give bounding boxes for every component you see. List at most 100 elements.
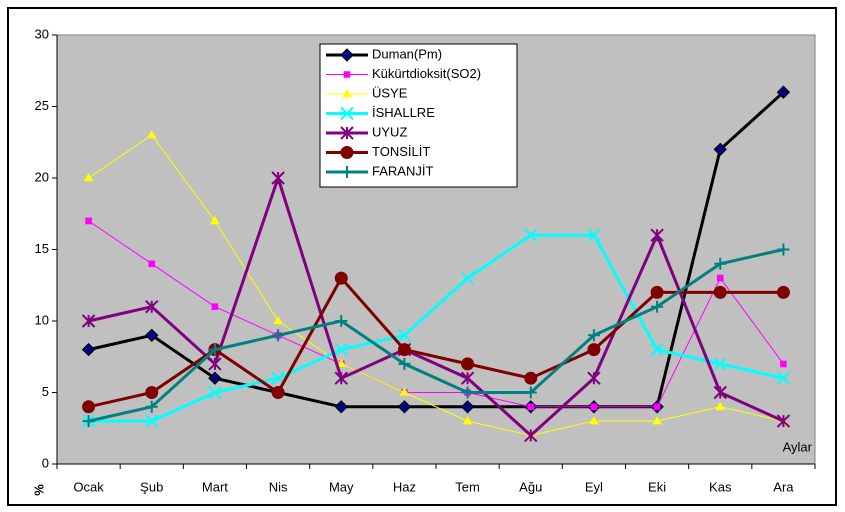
- series-line: [88, 248, 784, 423]
- marker: [208, 371, 222, 385]
- marker: [652, 416, 662, 425]
- x-tick-label: Nis: [269, 479, 288, 494]
- marker: [587, 329, 600, 342]
- marker: [335, 315, 348, 327]
- marker: [650, 342, 664, 357]
- x-tick-label: Tem: [455, 479, 480, 494]
- marker: [145, 400, 158, 413]
- marker: [334, 342, 348, 357]
- legend: Duman(Pm) Kükürtdioksit(SO2) ÜSYE İSHALLRE U…: [319, 43, 518, 188]
- marker: [587, 228, 601, 242]
- x-tick-label: Kas: [709, 479, 732, 494]
- y-axis-label: %: [31, 484, 46, 496]
- marker: [146, 130, 157, 139]
- marker: [713, 142, 727, 157]
- marker: [527, 403, 535, 411]
- marker: [460, 371, 475, 385]
- marker: [343, 71, 351, 78]
- series-line: [88, 173, 785, 438]
- legend-label: İSHALLRE: [372, 105, 435, 120]
- marker: [398, 357, 411, 370]
- marker: [336, 358, 347, 368]
- series-line: [88, 233, 784, 423]
- marker: [208, 357, 222, 371]
- marker: [524, 386, 537, 399]
- x-tick-label: Ocak: [73, 479, 104, 494]
- marker: [145, 328, 159, 343]
- marker: [587, 371, 601, 385]
- y-tick-label: 30: [35, 26, 49, 41]
- marker: [82, 400, 96, 414]
- marker: [273, 316, 283, 325]
- marker: [589, 416, 599, 425]
- x-tick-label: Şub: [140, 479, 163, 494]
- marker: [780, 360, 787, 368]
- marker: [208, 385, 222, 400]
- marker: [713, 357, 727, 371]
- marker: [460, 400, 475, 414]
- y-tick-label: 20: [35, 169, 49, 184]
- legend-label: TONSİLİT: [372, 144, 430, 159]
- legend-label: ÜSYE: [372, 85, 408, 100]
- y-tick-label: 25: [35, 98, 49, 113]
- marker: [713, 285, 727, 299]
- y-tick-label: 5: [42, 384, 49, 399]
- marker: [342, 89, 352, 98]
- marker: [341, 166, 353, 178]
- marker: [653, 403, 661, 411]
- y-tick-label: 10: [35, 312, 49, 327]
- marker: [524, 371, 538, 385]
- x-tick-label: Eyl: [585, 479, 603, 494]
- marker: [461, 386, 474, 399]
- marker: [524, 228, 538, 242]
- marker: [399, 387, 410, 396]
- marker: [208, 343, 221, 356]
- marker: [272, 329, 285, 342]
- marker: [340, 48, 354, 62]
- x-tick-label: Ağu: [519, 479, 542, 494]
- marker: [271, 171, 285, 185]
- marker: [145, 386, 159, 399]
- marker: [334, 400, 348, 414]
- marker: [524, 428, 538, 443]
- marker: [462, 416, 473, 425]
- marker: [83, 173, 94, 182]
- x-tick-label: Eki: [648, 479, 666, 494]
- marker: [776, 371, 791, 385]
- marker: [716, 274, 724, 282]
- marker: [334, 271, 348, 285]
- marker: [334, 371, 348, 385]
- y-tick-label: 0: [42, 455, 49, 470]
- marker: [211, 303, 219, 310]
- series-line: [88, 275, 784, 409]
- marker: [587, 343, 601, 357]
- x-tick-label: Ara: [773, 479, 794, 494]
- marker: [397, 400, 412, 414]
- marker: [651, 300, 664, 313]
- marker: [271, 386, 285, 399]
- marker: [650, 285, 664, 299]
- legend-box: [319, 43, 518, 188]
- marker: [713, 385, 727, 400]
- marker: [397, 343, 411, 357]
- marker: [148, 260, 156, 268]
- marker: [85, 217, 92, 225]
- marker: [460, 271, 475, 285]
- marker: [397, 328, 412, 343]
- marker: [340, 126, 354, 140]
- marker: [590, 403, 598, 411]
- x-tick-label: May: [329, 479, 354, 494]
- marker: [776, 85, 791, 99]
- y-tick-label: 15: [35, 241, 49, 256]
- marker: [81, 342, 96, 357]
- marker: [210, 215, 220, 225]
- series-line: [88, 134, 784, 436]
- marker: [145, 299, 159, 314]
- x-tick-label: Mart: [202, 479, 228, 494]
- marker: [82, 415, 95, 428]
- x-axis-label: Aylar: [783, 439, 813, 454]
- marker: [340, 106, 354, 121]
- series-line: [88, 220, 784, 408]
- marker: [145, 414, 159, 428]
- marker: [777, 243, 790, 256]
